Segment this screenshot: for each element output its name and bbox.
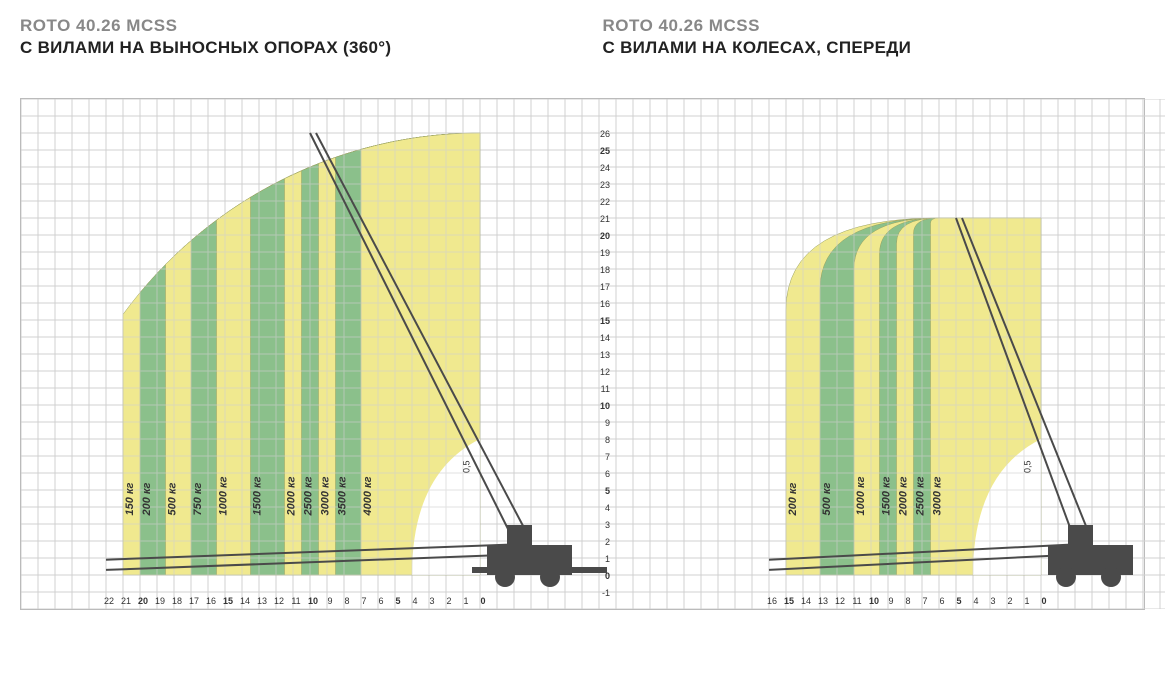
svg-text:1500 кг: 1500 кг [881,476,893,515]
svg-text:1: 1 [1024,596,1029,606]
svg-text:2500 кг: 2500 кг [303,476,315,516]
svg-text:4000 кг: 4000 кг [362,476,374,516]
svg-text:18: 18 [600,265,610,275]
svg-text:11: 11 [852,596,861,606]
svg-text:3: 3 [429,596,434,606]
svg-text:16: 16 [600,299,610,309]
svg-text:6: 6 [378,596,383,606]
svg-text:17: 17 [600,282,610,292]
svg-text:19: 19 [600,248,610,258]
svg-text:3000 кг: 3000 кг [320,476,332,515]
subtitle-right: С ВИЛАМИ НА КОЛЕСАХ, СПЕРЕДИ [603,38,1146,58]
svg-text:19: 19 [155,596,165,606]
load-chart-right: 200 кг 500 кг 1000 кг 1500 кг 2000 кг 2500 кг… [616,99,1165,609]
svg-text:21: 21 [121,596,131,606]
load-chart-left: 150 кг200 кг500 кг750 кг1000 кг1500 кг20… [21,99,616,609]
svg-text:0: 0 [1041,596,1046,606]
svg-text:2000 кг: 2000 кг [286,476,298,516]
svg-text:21: 21 [600,214,610,224]
svg-text:200 кг: 200 кг [787,483,799,517]
title-block-left: ROTO 40.26 MCSS С ВИЛАМИ НА ВЫНОСНЫХ ОПО… [20,16,563,58]
svg-text:8: 8 [344,596,349,606]
svg-text:750 кг: 750 кг [192,483,204,516]
svg-text:0,5: 0,5 [462,460,472,473]
svg-text:10: 10 [869,596,879,606]
svg-text:-1: -1 [602,588,610,598]
svg-text:11: 11 [291,596,300,606]
svg-text:500 кг: 500 кг [821,483,833,516]
svg-text:24: 24 [600,163,610,173]
model-left: ROTO 40.26 MCSS [20,16,563,36]
svg-text:8: 8 [905,596,910,606]
svg-text:9: 9 [605,418,610,428]
svg-text:3: 3 [990,596,995,606]
svg-text:150 кг: 150 кг [124,483,136,516]
svg-text:10: 10 [308,596,318,606]
svg-text:14: 14 [801,596,811,606]
svg-text:9: 9 [327,596,332,606]
svg-text:18: 18 [172,596,182,606]
svg-text:6: 6 [939,596,944,606]
svg-text:15: 15 [223,596,233,606]
svg-text:1500 кг: 1500 кг [252,476,264,515]
svg-text:9: 9 [888,596,893,606]
svg-text:500 кг: 500 кг [167,483,179,516]
svg-text:0: 0 [480,596,485,606]
svg-text:3: 3 [605,520,610,530]
model-right: ROTO 40.26 MCSS [603,16,1146,36]
svg-text:5: 5 [605,486,610,496]
svg-text:16: 16 [767,596,777,606]
svg-text:13: 13 [600,350,610,360]
svg-text:17: 17 [189,596,199,606]
svg-text:7: 7 [922,596,927,606]
svg-text:25: 25 [600,146,610,156]
svg-text:0: 0 [605,571,610,581]
svg-text:4: 4 [973,596,978,606]
svg-text:12: 12 [835,596,845,606]
svg-text:22: 22 [600,197,610,207]
title-block-right: ROTO 40.26 MCSS С ВИЛАМИ НА КОЛЕСАХ, СПЕ… [603,16,1146,58]
svg-text:14: 14 [600,333,610,343]
svg-text:7: 7 [361,596,366,606]
svg-text:16: 16 [206,596,216,606]
svg-text:7: 7 [605,452,610,462]
svg-text:4: 4 [412,596,417,606]
svg-text:20: 20 [600,231,610,241]
svg-text:200 кг: 200 кг [141,483,153,517]
svg-text:11: 11 [601,384,610,394]
titles-row: ROTO 40.26 MCSS С ВИЛАМИ НА ВЫНОСНЫХ ОПО… [20,16,1145,58]
svg-text:14: 14 [240,596,250,606]
svg-text:2500 кг: 2500 кг [915,476,927,516]
svg-text:2: 2 [446,596,451,606]
svg-text:5: 5 [395,596,400,606]
svg-text:1: 1 [463,596,468,606]
svg-text:3500 кг: 3500 кг [337,476,349,515]
svg-text:8: 8 [605,435,610,445]
subtitle-left: С ВИЛАМИ НА ВЫНОСНЫХ ОПОРАХ (360°) [20,38,563,58]
svg-text:2: 2 [605,537,610,547]
svg-text:13: 13 [257,596,267,606]
svg-text:10: 10 [600,401,610,411]
svg-text:13: 13 [818,596,828,606]
svg-text:3000 кг: 3000 кг [932,476,944,515]
svg-text:0,5: 0,5 [1023,460,1033,473]
svg-text:6: 6 [605,469,610,479]
svg-text:22: 22 [104,596,114,606]
svg-text:12: 12 [274,596,284,606]
svg-text:15: 15 [784,596,794,606]
svg-text:4: 4 [605,503,610,513]
svg-text:5: 5 [956,596,961,606]
charts-container: 150 кг200 кг500 кг750 кг1000 кг1500 кг20… [20,98,1145,610]
svg-text:1000 кг: 1000 кг [855,476,867,515]
svg-text:1: 1 [605,554,610,564]
svg-text:2: 2 [1007,596,1012,606]
svg-text:12: 12 [600,367,610,377]
svg-text:15: 15 [600,316,610,326]
svg-text:1000 кг: 1000 кг [218,476,230,515]
svg-text:23: 23 [600,180,610,190]
svg-text:2000 кг: 2000 кг [898,476,910,516]
svg-text:26: 26 [600,129,610,139]
svg-text:20: 20 [138,596,148,606]
